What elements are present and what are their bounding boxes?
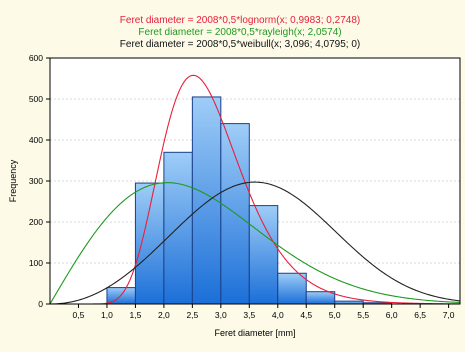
x-tick-label-6: 3,5: [243, 310, 255, 320]
chart-title-line-2: Feret diameter = 2008*0,5*rayleigh(x; 2,…: [138, 27, 341, 38]
x-tick-label-1: 1,0: [101, 310, 113, 320]
x-tick-label-0: 0,5: [73, 310, 85, 320]
x-tick-label-13: 7,0: [443, 310, 455, 320]
y-tick-label-3: 300: [29, 176, 43, 186]
x-tick-label-12: 6,5: [414, 310, 426, 320]
y-tick-label-0: 0: [38, 299, 43, 309]
curve-lognorm: [50, 74, 461, 305]
y-tick-label-4: 400: [29, 135, 43, 145]
chart-title-line-3: Feret diameter = 2008*0,5*weibull(x; 3,0…: [120, 39, 360, 50]
x-tick-label-2: 1,5: [130, 310, 142, 320]
x-tick-label-11: 6,0: [386, 310, 398, 320]
x-tick-label-3: 2,0: [158, 310, 170, 320]
y-tick-label-2: 200: [29, 217, 43, 227]
curve-rayleigh: [49, 182, 461, 305]
chart-title-line-1: Feret diameter = 2008*0,5*lognorm(x; 0,9…: [120, 15, 360, 26]
x-tick-label-8: 4,5: [300, 310, 312, 320]
x-tick-label-5: 3,0: [215, 310, 227, 320]
x-axis-ticks: 0,5 1,0 1,5 2,0 2,5 3,0 3,5 4,0 4,5 5,0 5,5 6,0 6,5 7…: [73, 304, 455, 320]
histogram-bar-1: [134, 182, 165, 305]
histogram-bar-7: [305, 291, 336, 305]
curve-weibull: [49, 181, 461, 305]
y-tick-label-6: 600: [29, 53, 43, 63]
fit-curves: [49, 74, 461, 305]
histogram-bars: [106, 96, 393, 305]
x-tick-label-7: 4,0: [272, 310, 284, 320]
histogram-bar-5: [248, 205, 279, 305]
y-tick-label-5: 500: [29, 94, 43, 104]
x-tick-label-10: 5,5: [357, 310, 369, 320]
histogram-bar-6: [277, 272, 307, 305]
y-axis-title: Frequency: [8, 159, 18, 202]
x-tick-label-9: 5,0: [329, 310, 341, 320]
x-tick-label-4: 2,5: [186, 310, 198, 320]
y-tick-label-1: 100: [29, 258, 43, 268]
x-axis-title: Feret diameter [mm]: [214, 328, 295, 338]
y-axis-ticks: 0 100 200 300 400 500 600: [29, 53, 50, 309]
